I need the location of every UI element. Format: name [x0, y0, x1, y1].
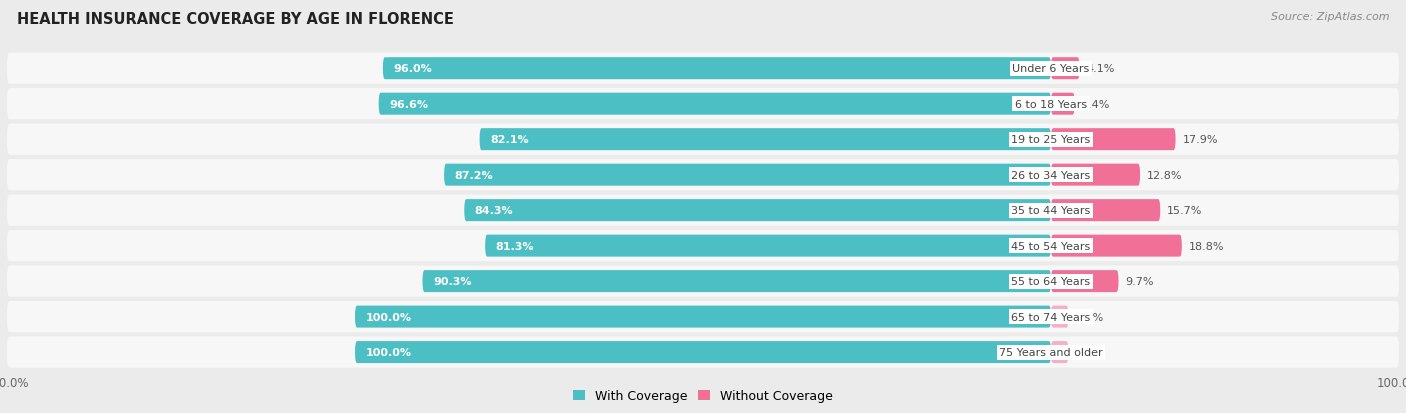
- FancyBboxPatch shape: [7, 124, 1399, 155]
- FancyBboxPatch shape: [1052, 341, 1069, 363]
- Text: Under 6 Years: Under 6 Years: [1012, 64, 1090, 74]
- Text: 3.4%: 3.4%: [1081, 100, 1109, 109]
- Text: 17.9%: 17.9%: [1182, 135, 1218, 145]
- Text: 84.3%: 84.3%: [475, 206, 513, 216]
- Text: 15.7%: 15.7%: [1167, 206, 1202, 216]
- Legend: With Coverage, Without Coverage: With Coverage, Without Coverage: [568, 385, 838, 407]
- Text: 0.0%: 0.0%: [1076, 347, 1104, 357]
- Text: 6 to 18 Years: 6 to 18 Years: [1015, 100, 1087, 109]
- Text: 82.1%: 82.1%: [491, 135, 529, 145]
- FancyBboxPatch shape: [1052, 199, 1160, 222]
- Text: 90.3%: 90.3%: [433, 276, 471, 287]
- Text: 19 to 25 Years: 19 to 25 Years: [1011, 135, 1091, 145]
- FancyBboxPatch shape: [1052, 271, 1119, 292]
- Text: 26 to 34 Years: 26 to 34 Years: [1011, 170, 1091, 180]
- Text: 100.0%: 100.0%: [366, 347, 412, 357]
- FancyBboxPatch shape: [1052, 164, 1140, 186]
- FancyBboxPatch shape: [1052, 58, 1080, 80]
- Text: 18.8%: 18.8%: [1189, 241, 1225, 251]
- FancyBboxPatch shape: [7, 266, 1399, 297]
- Text: 65 to 74 Years: 65 to 74 Years: [1011, 312, 1091, 322]
- FancyBboxPatch shape: [378, 93, 1052, 115]
- Text: 4.1%: 4.1%: [1087, 64, 1115, 74]
- FancyBboxPatch shape: [479, 129, 1052, 151]
- Text: 9.7%: 9.7%: [1125, 276, 1154, 287]
- FancyBboxPatch shape: [485, 235, 1052, 257]
- Text: 12.8%: 12.8%: [1147, 170, 1182, 180]
- Text: 96.6%: 96.6%: [389, 100, 427, 109]
- Text: 55 to 64 Years: 55 to 64 Years: [1011, 276, 1091, 287]
- Text: 75 Years and older: 75 Years and older: [1000, 347, 1102, 357]
- FancyBboxPatch shape: [7, 160, 1399, 191]
- Text: 87.2%: 87.2%: [454, 170, 494, 180]
- FancyBboxPatch shape: [7, 195, 1399, 226]
- Text: 45 to 54 Years: 45 to 54 Years: [1011, 241, 1091, 251]
- FancyBboxPatch shape: [423, 271, 1052, 292]
- FancyBboxPatch shape: [7, 53, 1399, 85]
- FancyBboxPatch shape: [444, 164, 1052, 186]
- FancyBboxPatch shape: [1052, 93, 1074, 115]
- FancyBboxPatch shape: [7, 337, 1399, 368]
- FancyBboxPatch shape: [7, 301, 1399, 332]
- FancyBboxPatch shape: [382, 58, 1052, 80]
- FancyBboxPatch shape: [7, 89, 1399, 120]
- FancyBboxPatch shape: [354, 306, 1052, 328]
- Text: 81.3%: 81.3%: [495, 241, 534, 251]
- Text: 100.0%: 100.0%: [366, 312, 412, 322]
- Text: HEALTH INSURANCE COVERAGE BY AGE IN FLORENCE: HEALTH INSURANCE COVERAGE BY AGE IN FLOR…: [17, 12, 454, 27]
- FancyBboxPatch shape: [1052, 235, 1182, 257]
- FancyBboxPatch shape: [7, 230, 1399, 261]
- Text: 96.0%: 96.0%: [394, 64, 432, 74]
- FancyBboxPatch shape: [354, 341, 1052, 363]
- Text: 0.0%: 0.0%: [1076, 312, 1104, 322]
- FancyBboxPatch shape: [1052, 129, 1175, 151]
- FancyBboxPatch shape: [464, 199, 1052, 222]
- FancyBboxPatch shape: [1052, 306, 1069, 328]
- Text: Source: ZipAtlas.com: Source: ZipAtlas.com: [1271, 12, 1389, 22]
- Text: 35 to 44 Years: 35 to 44 Years: [1011, 206, 1091, 216]
